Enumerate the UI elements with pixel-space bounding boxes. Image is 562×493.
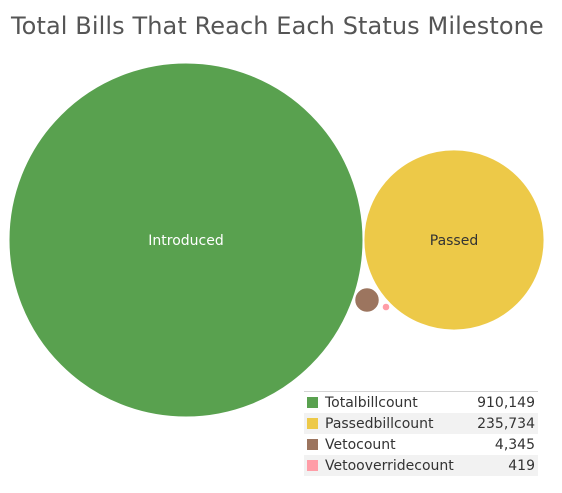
legend-value: 419 <box>508 457 535 474</box>
chart-title: Total Bills That Reach Each Status Miles… <box>11 12 544 40</box>
bubble-vetooverridecount[interactable] <box>381 302 391 312</box>
legend-value: 235,734 <box>477 415 535 432</box>
legend-value: 910,149 <box>477 394 535 411</box>
bubble-label-totalbillcount: Introduced <box>148 233 223 249</box>
legend-swatch <box>307 418 318 429</box>
bubble-passedbillcount[interactable] <box>363 149 545 331</box>
legend-item-vetocount[interactable]: Vetocount 4,345 <box>304 434 538 455</box>
legend-label: Totalbillcount <box>325 394 418 411</box>
legend-value: 4,345 <box>494 436 535 453</box>
legend-swatch <box>307 460 318 471</box>
bubble-totalbillcount[interactable] <box>8 62 364 418</box>
bubble-vetocount[interactable] <box>354 287 380 313</box>
legend-label: Vetooverridecount <box>325 457 454 474</box>
legend-swatch <box>307 439 318 450</box>
legend-label: Passedbillcount <box>325 415 434 432</box>
bubble-label-passedbillcount: Passed <box>430 233 478 249</box>
legend-item-vetooverridecount[interactable]: Vetooverridecount 419 <box>304 455 538 476</box>
legend-label: Vetocount <box>325 436 396 453</box>
legend-item-passedbillcount[interactable]: Passedbillcount 235,734 <box>304 413 538 434</box>
legend-swatch <box>307 397 318 408</box>
legend: Totalbillcount 910,149 Passedbillcount 2… <box>304 391 538 476</box>
legend-item-totalbillcount[interactable]: Totalbillcount 910,149 <box>304 392 538 413</box>
